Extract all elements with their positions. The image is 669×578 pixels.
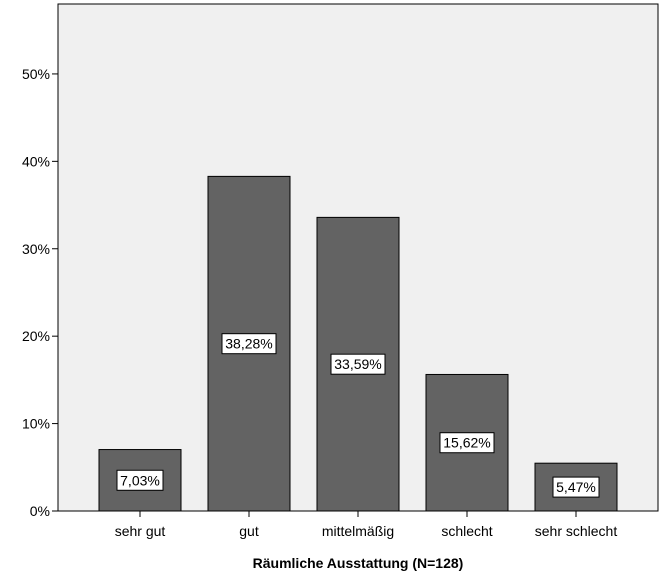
x-tick-label: sehr gut — [115, 523, 166, 539]
data-label: 15,62% — [443, 435, 490, 451]
y-tick-label: 40% — [22, 153, 50, 169]
data-label: 7,03% — [120, 472, 160, 488]
y-axis: 0% 10% 20% 30% 40% 50% — [22, 66, 58, 519]
y-tick-label: 20% — [22, 328, 50, 344]
data-label-box — [330, 353, 386, 375]
y-tick-label: 30% — [22, 241, 50, 257]
x-tick-label: schlecht — [441, 523, 492, 539]
data-label-box — [552, 476, 600, 498]
x-axis-label: Räumliche Ausstattung (N=128) — [253, 555, 464, 571]
data-label-box — [116, 469, 164, 491]
x-axis: sehr gut gut mittelmäßig schlecht sehr schle… — [115, 511, 618, 539]
data-label: 5,47% — [556, 479, 596, 495]
y-tick-label: 10% — [22, 416, 50, 432]
y-tick-label: 50% — [22, 66, 50, 82]
data-label: 38,28% — [225, 336, 272, 352]
x-tick-label: gut — [239, 523, 259, 539]
x-tick-label: mittelmäßig — [322, 523, 394, 539]
data-label-box — [221, 333, 277, 355]
data-label-box — [439, 432, 495, 454]
data-label: 33,59% — [334, 356, 381, 372]
x-tick-label: sehr schlecht — [535, 523, 618, 539]
y-tick-label: 0% — [30, 503, 50, 519]
bars: 7,03% 38,28% 33,59% 15,62% 5,47% — [98, 175, 618, 512]
